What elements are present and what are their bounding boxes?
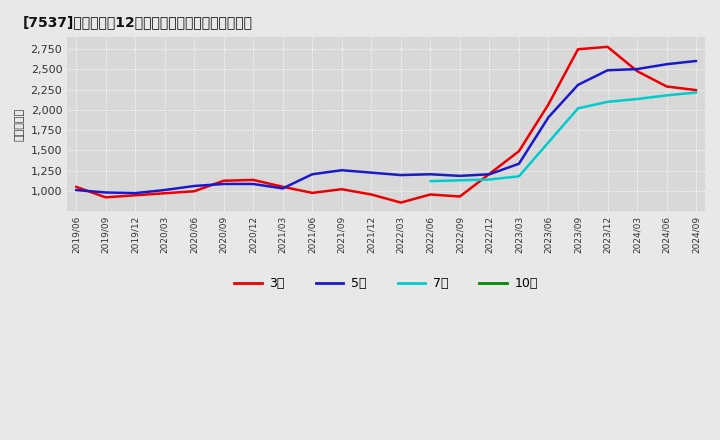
5年 bbox=[131, 191, 140, 196]
5年 bbox=[692, 59, 701, 64]
3年 bbox=[131, 193, 140, 198]
3年 bbox=[544, 102, 553, 107]
5年 bbox=[515, 161, 523, 166]
3年 bbox=[161, 191, 169, 196]
3年 bbox=[397, 200, 405, 205]
5年 bbox=[397, 172, 405, 178]
5年 bbox=[603, 68, 612, 73]
7年 bbox=[662, 93, 671, 98]
5年 bbox=[485, 172, 494, 177]
Text: [7537]　経常利益12か月移動合計の標準偏差の推移: [7537] 経常利益12か月移動合計の標準偏差の推移 bbox=[22, 15, 253, 29]
Line: 5年: 5年 bbox=[76, 61, 696, 193]
3年 bbox=[633, 69, 642, 74]
Line: 7年: 7年 bbox=[431, 92, 696, 181]
5年 bbox=[102, 190, 110, 195]
7年 bbox=[544, 139, 553, 145]
3年 bbox=[662, 84, 671, 89]
3年 bbox=[72, 184, 81, 190]
7年 bbox=[603, 99, 612, 104]
5年 bbox=[72, 187, 81, 193]
5年 bbox=[426, 172, 435, 177]
5年 bbox=[633, 66, 642, 72]
Legend: 3年, 5年, 7年, 10年: 3年, 5年, 7年, 10年 bbox=[230, 272, 543, 295]
5年 bbox=[367, 170, 376, 175]
7年 bbox=[426, 179, 435, 184]
3年 bbox=[308, 190, 317, 195]
7年 bbox=[515, 174, 523, 179]
3年 bbox=[279, 184, 287, 190]
3年 bbox=[367, 192, 376, 197]
5年 bbox=[338, 168, 346, 173]
3年 bbox=[574, 47, 582, 52]
5年 bbox=[456, 173, 464, 179]
Y-axis label: （百万円）: （百万円） bbox=[15, 107, 25, 141]
3年 bbox=[338, 187, 346, 192]
7年 bbox=[485, 177, 494, 182]
3年 bbox=[102, 194, 110, 200]
3年 bbox=[190, 189, 199, 194]
7年 bbox=[574, 106, 582, 111]
5年 bbox=[574, 82, 582, 88]
7年 bbox=[633, 96, 642, 102]
3年 bbox=[220, 178, 228, 183]
5年 bbox=[662, 62, 671, 67]
3年 bbox=[515, 149, 523, 154]
3年 bbox=[485, 171, 494, 176]
5年 bbox=[279, 186, 287, 191]
3年 bbox=[426, 192, 435, 197]
3年 bbox=[692, 88, 701, 93]
7年 bbox=[692, 90, 701, 95]
5年 bbox=[544, 114, 553, 120]
5年 bbox=[190, 183, 199, 189]
5年 bbox=[308, 172, 317, 177]
7年 bbox=[456, 178, 464, 183]
3年 bbox=[249, 177, 258, 183]
3年 bbox=[456, 194, 464, 199]
3年 bbox=[603, 44, 612, 49]
5年 bbox=[249, 181, 258, 187]
5年 bbox=[161, 187, 169, 193]
5年 bbox=[220, 181, 228, 187]
Line: 3年: 3年 bbox=[76, 47, 696, 202]
